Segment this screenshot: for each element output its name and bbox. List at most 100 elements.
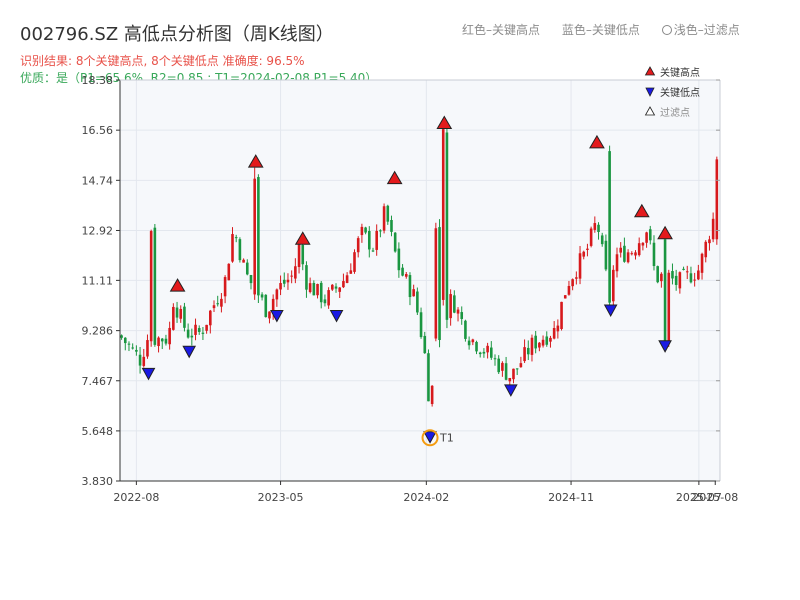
x-tick-label: 2025-07: [676, 491, 722, 504]
t1-label: T1: [439, 432, 454, 445]
candle-body: [597, 224, 600, 233]
key-high-marker: [247, 154, 264, 168]
candles: [120, 120, 719, 407]
candle-body: [345, 275, 349, 283]
candle-body: [257, 177, 260, 296]
candle-body: [371, 250, 375, 252]
candle-body: [571, 279, 574, 287]
candle-body: [375, 230, 378, 250]
candle-body: [612, 269, 615, 302]
candle-body: [538, 342, 541, 348]
candle-body: [379, 230, 382, 232]
x-tick-label: 2022-08: [113, 491, 159, 504]
y-tick-label: 9.286: [82, 325, 114, 338]
candle-body: [526, 347, 530, 355]
candle-body: [715, 159, 719, 240]
candle-body: [656, 266, 659, 283]
x-tick-label: 2025-08: [692, 491, 738, 504]
candle-body: [541, 339, 545, 346]
candle-body: [271, 298, 275, 313]
candle-body: [478, 352, 482, 355]
candle-body: [183, 306, 186, 328]
candle-body: [393, 232, 397, 252]
candle-body: [615, 254, 619, 272]
candle-body: [678, 272, 682, 289]
candle-body: [427, 353, 430, 402]
candle-body: [460, 312, 464, 319]
candle-body: [626, 252, 630, 263]
candle-body: [179, 308, 183, 319]
candle-body: [268, 311, 271, 319]
candle-body: [305, 265, 308, 290]
candle-body: [563, 295, 567, 299]
candle-body: [475, 341, 478, 352]
chart-title: 002796.SZ 高低点分析图（周K线图）: [20, 24, 334, 45]
candle-body: [146, 340, 149, 357]
x-tick-label: 2024-11: [548, 491, 594, 504]
y-tick-label: 16.56: [82, 124, 114, 137]
candle-body: [423, 335, 427, 354]
candle-body: [704, 241, 708, 258]
candle-body: [353, 252, 356, 272]
markers: T1: [141, 115, 673, 447]
candle-body: [397, 248, 401, 271]
key-high-marker: [436, 115, 453, 130]
candle-body: [172, 306, 175, 330]
key-low-marker: [182, 345, 197, 359]
candle-body: [164, 338, 168, 344]
candle-body: [608, 151, 611, 303]
candle-body: [515, 368, 519, 370]
candle-body: [700, 253, 704, 273]
candle-body: [223, 277, 227, 297]
key-high-marker: [169, 278, 186, 292]
candle-body: [197, 328, 201, 332]
candle-body: [708, 239, 711, 244]
legend-label: 关键高点: [660, 66, 700, 79]
candle-body: [234, 237, 238, 239]
key-high-marker: [633, 203, 650, 218]
color-key: 红色–关键高点 蓝色–关键低点 浅色–过滤点: [462, 21, 758, 38]
candle-body: [364, 227, 367, 233]
candle-body: [497, 358, 500, 373]
candle-body: [142, 356, 146, 366]
candle-body: [671, 271, 674, 279]
candle-body: [530, 337, 534, 355]
candle-body: [685, 271, 689, 273]
candle-body: [660, 273, 663, 282]
candle-body: [486, 345, 489, 353]
y-tick-label: 3.830: [82, 475, 114, 488]
candle-body: [641, 242, 645, 246]
key-low-marker: [270, 309, 284, 323]
key-low-marker: [141, 367, 156, 381]
candle-body: [589, 228, 593, 246]
candle-body: [534, 335, 537, 349]
candle-body: [249, 274, 253, 284]
candle-body: [504, 363, 508, 380]
candle-body: [523, 347, 526, 362]
candle-body: [634, 252, 637, 256]
candle-body: [242, 259, 245, 263]
candle-body: [652, 242, 656, 267]
candle-body: [382, 206, 386, 231]
candle-body: [209, 310, 212, 326]
key-low-marker: [658, 340, 672, 353]
candle-body: [294, 266, 297, 279]
candle-body: [131, 347, 134, 349]
candle-body: [312, 282, 316, 296]
candle-body: [645, 232, 648, 243]
candle-body: [279, 283, 282, 290]
candle-body: [123, 337, 127, 344]
key-high-marker: [386, 170, 403, 185]
candle-body: [490, 347, 493, 358]
candle-body: [619, 247, 623, 253]
candle-body: [600, 235, 604, 245]
candle-body: [227, 263, 231, 281]
color-key-light: 浅色–过滤点: [661, 23, 740, 37]
color-key-light-label: 浅色–过滤点: [673, 23, 740, 37]
candle-body: [323, 299, 327, 304]
y-tick-label: 18.38: [82, 74, 114, 87]
candle-body: [138, 354, 142, 366]
color-key-red: 红色–关键高点: [462, 23, 541, 37]
